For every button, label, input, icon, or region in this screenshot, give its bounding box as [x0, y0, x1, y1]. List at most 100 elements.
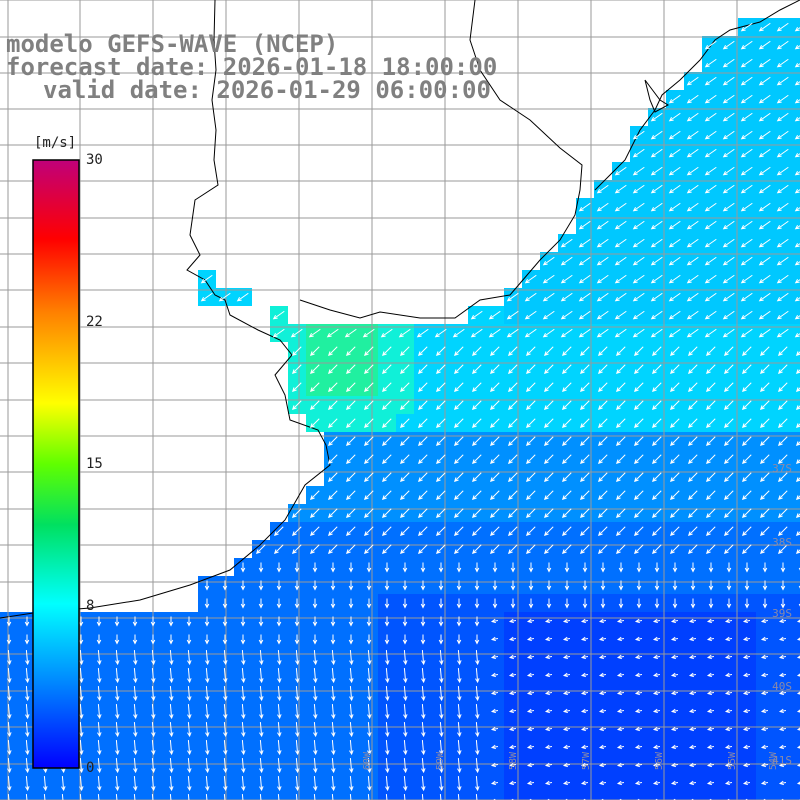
- wind-arrow: [507, 400, 518, 411]
- wind-arrow: [759, 400, 770, 411]
- wind-arrow: [313, 757, 318, 774]
- wind-arrow: [457, 721, 462, 738]
- wind-arrow: [259, 649, 264, 666]
- wind-arrow: [597, 382, 608, 393]
- wind-arrow: [453, 400, 464, 411]
- wind-arrow: [526, 708, 535, 714]
- wind-arrow: [742, 636, 751, 642]
- wind-arrow: [722, 328, 735, 338]
- wind-arrow: [687, 544, 698, 555]
- wind-arrow: [686, 112, 699, 122]
- wind-arrow: [706, 726, 715, 732]
- wind-arrow: [367, 649, 372, 666]
- wind-arrow: [528, 580, 534, 591]
- wind-arrow: [668, 94, 681, 104]
- wind-arrow: [349, 775, 354, 792]
- wind-arrow: [363, 382, 374, 393]
- colorbar-tick-label: 0: [86, 760, 95, 776]
- wind-arrow: [222, 616, 228, 627]
- wind-arrow: [632, 202, 645, 212]
- wind-arrow: [384, 598, 390, 609]
- wind-arrow: [726, 580, 732, 591]
- wind-arrow: [471, 472, 482, 483]
- wind-arrow: [794, 188, 800, 194]
- wind-arrow: [327, 544, 338, 555]
- wind-arrow: [327, 364, 338, 375]
- wind-arrow: [525, 508, 536, 519]
- wind-arrow: [327, 454, 338, 465]
- wind-arrow: [705, 526, 716, 537]
- ocean-cell: [792, 666, 800, 684]
- wind-arrow: [25, 775, 30, 792]
- ocean-field: [0, 18, 800, 800]
- wind-arrow: [381, 346, 392, 357]
- wind-arrow: [132, 634, 138, 645]
- wind-arrow: [668, 166, 681, 176]
- wind-arrow: [706, 672, 715, 678]
- wind-arrow: [794, 44, 800, 50]
- wind-arrow: [562, 618, 571, 624]
- wind-arrow: [456, 598, 462, 609]
- wind-arrow: [492, 598, 498, 609]
- wind-arrow: [650, 292, 663, 302]
- wind-arrow: [615, 454, 626, 465]
- wind-arrow: [168, 634, 174, 645]
- wind-arrow: [776, 76, 789, 86]
- wind-arrow: [650, 130, 663, 140]
- wind-arrow: [758, 40, 771, 50]
- wind-arrow: [633, 436, 644, 447]
- wind-arrow: [366, 598, 372, 609]
- wind-arrow: [508, 690, 517, 696]
- wind-arrow: [776, 22, 789, 32]
- wind-arrow: [456, 580, 462, 591]
- wind-arrow: [367, 721, 372, 738]
- wind-arrow: [385, 667, 390, 684]
- wind-arrow: [564, 580, 570, 591]
- wind-arrow: [381, 400, 392, 411]
- wind-arrow: [133, 739, 138, 756]
- wind-arrow: [456, 634, 462, 645]
- wind-arrows: [6, 22, 800, 800]
- wind-arrow: [670, 672, 679, 678]
- wind-arrow: [489, 472, 500, 483]
- wind-arrow: [578, 202, 591, 212]
- wind-arrow: [650, 310, 663, 320]
- wind-arrow: [686, 184, 699, 194]
- wind-arrow: [223, 703, 228, 720]
- wind-arrow: [562, 708, 571, 714]
- wind-arrow: [686, 76, 699, 86]
- wind-arrow: [686, 202, 699, 212]
- wind-arrow: [726, 598, 732, 609]
- wind-arrow: [7, 703, 12, 720]
- wind-arrow: [510, 598, 516, 609]
- wind-arrow: [507, 454, 518, 465]
- wind-arrow: [633, 346, 644, 357]
- ocean-cell: [792, 630, 800, 648]
- ocean-cell: [792, 504, 800, 522]
- wind-arrow: [526, 744, 535, 750]
- wind-arrow: [795, 513, 800, 519]
- ocean-cell: [486, 792, 504, 800]
- ocean-cell: [594, 792, 612, 800]
- wind-arrow: [633, 472, 644, 483]
- wind-arrow: [740, 310, 753, 320]
- wind-arrow: [435, 526, 446, 537]
- wind-arrow: [741, 490, 752, 501]
- wind-arrow: [313, 739, 318, 756]
- wind-arrow: [205, 775, 210, 792]
- wind-arrow: [652, 654, 661, 660]
- wind-arrow: [654, 580, 660, 591]
- wind-arrow: [760, 618, 769, 624]
- wind-arrow: [651, 472, 662, 483]
- wind-arrow: [435, 382, 446, 393]
- wind-arrow: [758, 310, 771, 320]
- wind-arrow: [758, 292, 771, 302]
- wind-arrow: [399, 490, 410, 501]
- wind-arrow: [686, 130, 699, 140]
- wind-arrow: [759, 454, 770, 465]
- wind-arrow: [133, 667, 138, 684]
- wind-arrow: [722, 184, 735, 194]
- wind-arrow: [97, 775, 102, 792]
- wind-arrow: [704, 76, 717, 86]
